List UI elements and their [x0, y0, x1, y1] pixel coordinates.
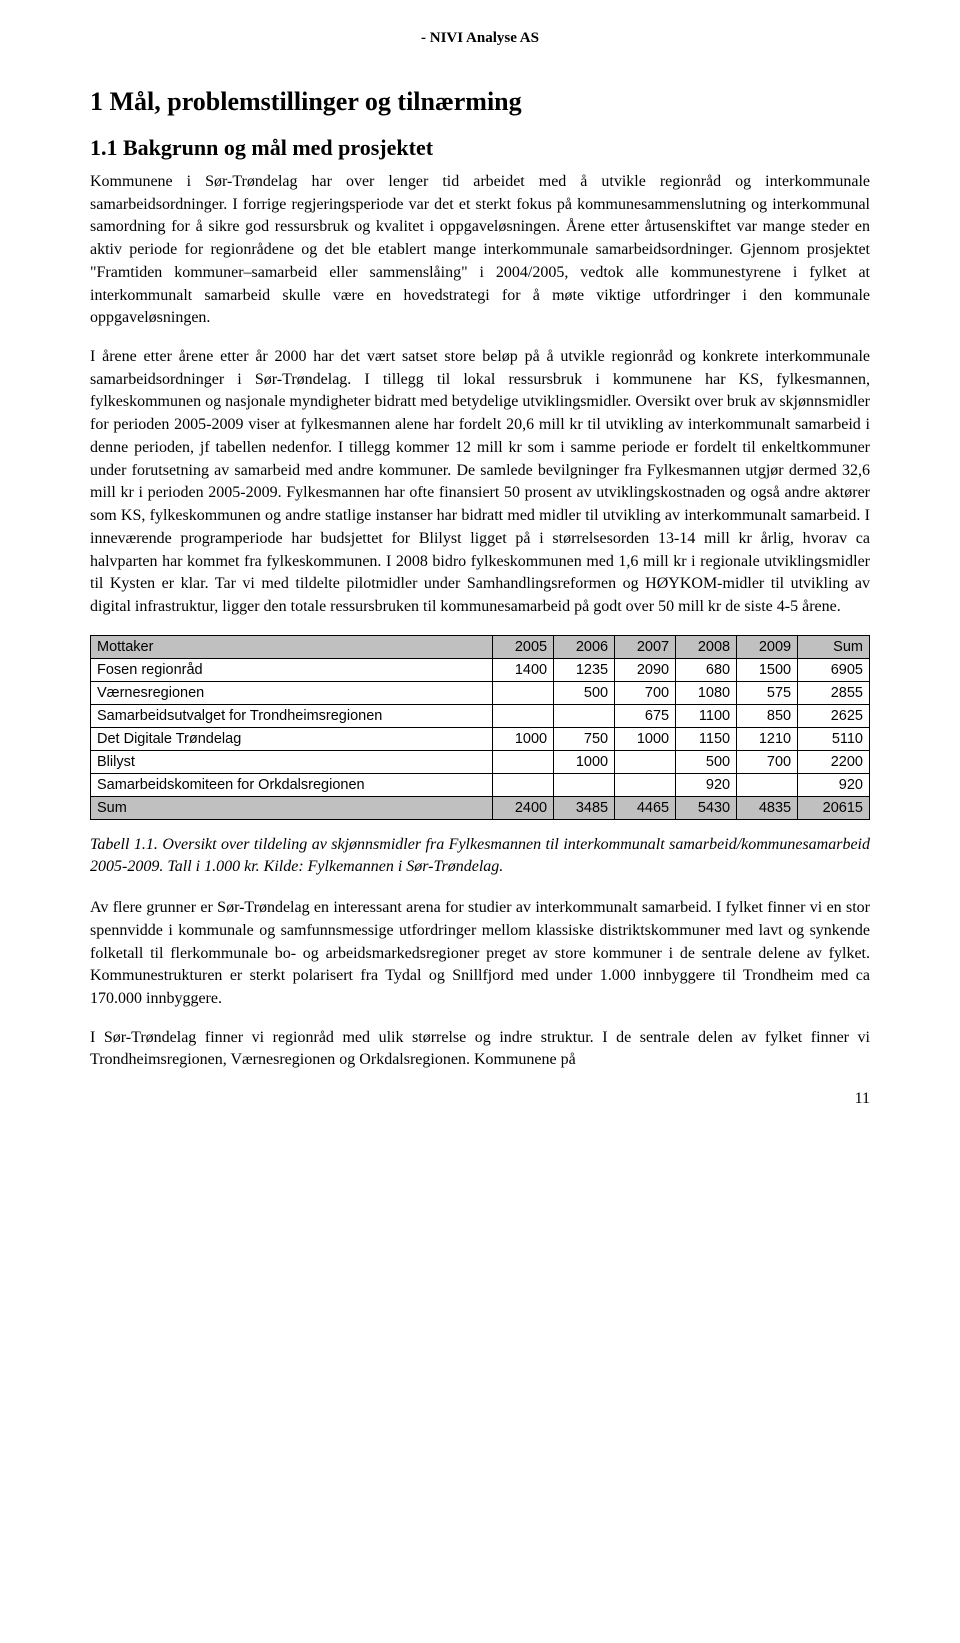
table-cell: 920 [676, 773, 737, 796]
paragraph-2: I årene etter årene etter år 2000 har de… [90, 346, 870, 619]
table-cell [493, 704, 554, 727]
heading-1-1: 1.1 Bakgrunn og mål med prosjektet [90, 135, 870, 161]
table-cell [493, 750, 554, 773]
table-cell: 20615 [798, 796, 870, 819]
table-cell [615, 750, 676, 773]
table-caption: Tabell 1.1. Oversikt over tildeling av s… [90, 834, 870, 879]
table-cell: 5430 [676, 796, 737, 819]
table-cell: 1080 [676, 681, 737, 704]
col-2005: 2005 [493, 635, 554, 658]
page-number: 11 [855, 1090, 870, 1108]
table-body: Fosen regionråd14001235209068015006905Væ… [91, 658, 870, 819]
table-header-row: Mottaker 2005 2006 2007 2008 2009 Sum [91, 635, 870, 658]
table-cell: Samarbeidsutvalget for Trondheimsregione… [91, 704, 493, 727]
table-cell: 1400 [493, 658, 554, 681]
table-cell: Det Digitale Trøndelag [91, 727, 493, 750]
heading-1: 1 Mål, problemstillinger og tilnærming [90, 87, 870, 117]
table-cell: 700 [737, 750, 798, 773]
table-row: Samarbeidsutvalget for Trondheimsregione… [91, 704, 870, 727]
table-cell: 4835 [737, 796, 798, 819]
page-container: - NIVI Analyse AS 1 Mål, problemstilling… [0, 0, 960, 1128]
table-cell [493, 681, 554, 704]
table-cell: 2400 [493, 796, 554, 819]
table-row: Fosen regionråd14001235209068015006905 [91, 658, 870, 681]
table-cell: 500 [676, 750, 737, 773]
table-cell: 5110 [798, 727, 870, 750]
table-cell [493, 773, 554, 796]
table-cell: 920 [798, 773, 870, 796]
col-mottaker: Mottaker [91, 635, 493, 658]
table-cell: Sum [91, 796, 493, 819]
col-2006: 2006 [554, 635, 615, 658]
paragraph-3: Av flere grunner er Sør-Trøndelag en int… [90, 897, 870, 1011]
table-cell: 2090 [615, 658, 676, 681]
table-cell: Samarbeidskomiteen for Orkdalsregionen [91, 773, 493, 796]
funding-table: Mottaker 2005 2006 2007 2008 2009 Sum Fo… [90, 635, 870, 820]
table-cell: Blilyst [91, 750, 493, 773]
table-cell: 1500 [737, 658, 798, 681]
paragraph-4: I Sør-Trøndelag finner vi regionråd med … [90, 1027, 870, 1072]
col-2008: 2008 [676, 635, 737, 658]
table-cell: 6905 [798, 658, 870, 681]
table-cell: 680 [676, 658, 737, 681]
table-cell: 575 [737, 681, 798, 704]
table-row: Værnesregionen 50070010805752855 [91, 681, 870, 704]
table-cell: 750 [554, 727, 615, 750]
col-2007: 2007 [615, 635, 676, 658]
table-cell: 500 [554, 681, 615, 704]
table-row: Det Digitale Trøndelag100075010001150121… [91, 727, 870, 750]
table-row: Blilyst 1000 5007002200 [91, 750, 870, 773]
col-2009: 2009 [737, 635, 798, 658]
table-cell: 4465 [615, 796, 676, 819]
table-cell: 2200 [798, 750, 870, 773]
table-cell: 2625 [798, 704, 870, 727]
col-sum: Sum [798, 635, 870, 658]
table-cell: Værnesregionen [91, 681, 493, 704]
table-cell: Fosen regionråd [91, 658, 493, 681]
table-cell [554, 773, 615, 796]
table-cell: 700 [615, 681, 676, 704]
table-sum-row: Sum2400348544655430483520615 [91, 796, 870, 819]
table-row: Samarbeidskomiteen for Orkdalsregionen 92… [91, 773, 870, 796]
table-cell: 3485 [554, 796, 615, 819]
table-cell: 1210 [737, 727, 798, 750]
table-cell [737, 773, 798, 796]
table-cell: 1000 [554, 750, 615, 773]
table-cell: 850 [737, 704, 798, 727]
table-cell: 2855 [798, 681, 870, 704]
table-cell [554, 704, 615, 727]
paragraph-1: Kommunene i Sør-Trøndelag har over lenge… [90, 171, 870, 330]
table-cell: 1235 [554, 658, 615, 681]
table-cell: 1000 [493, 727, 554, 750]
document-header: - NIVI Analyse AS [90, 30, 870, 47]
table-cell: 1000 [615, 727, 676, 750]
table-cell: 675 [615, 704, 676, 727]
table-cell: 1150 [676, 727, 737, 750]
table-cell [615, 773, 676, 796]
table-cell: 1100 [676, 704, 737, 727]
